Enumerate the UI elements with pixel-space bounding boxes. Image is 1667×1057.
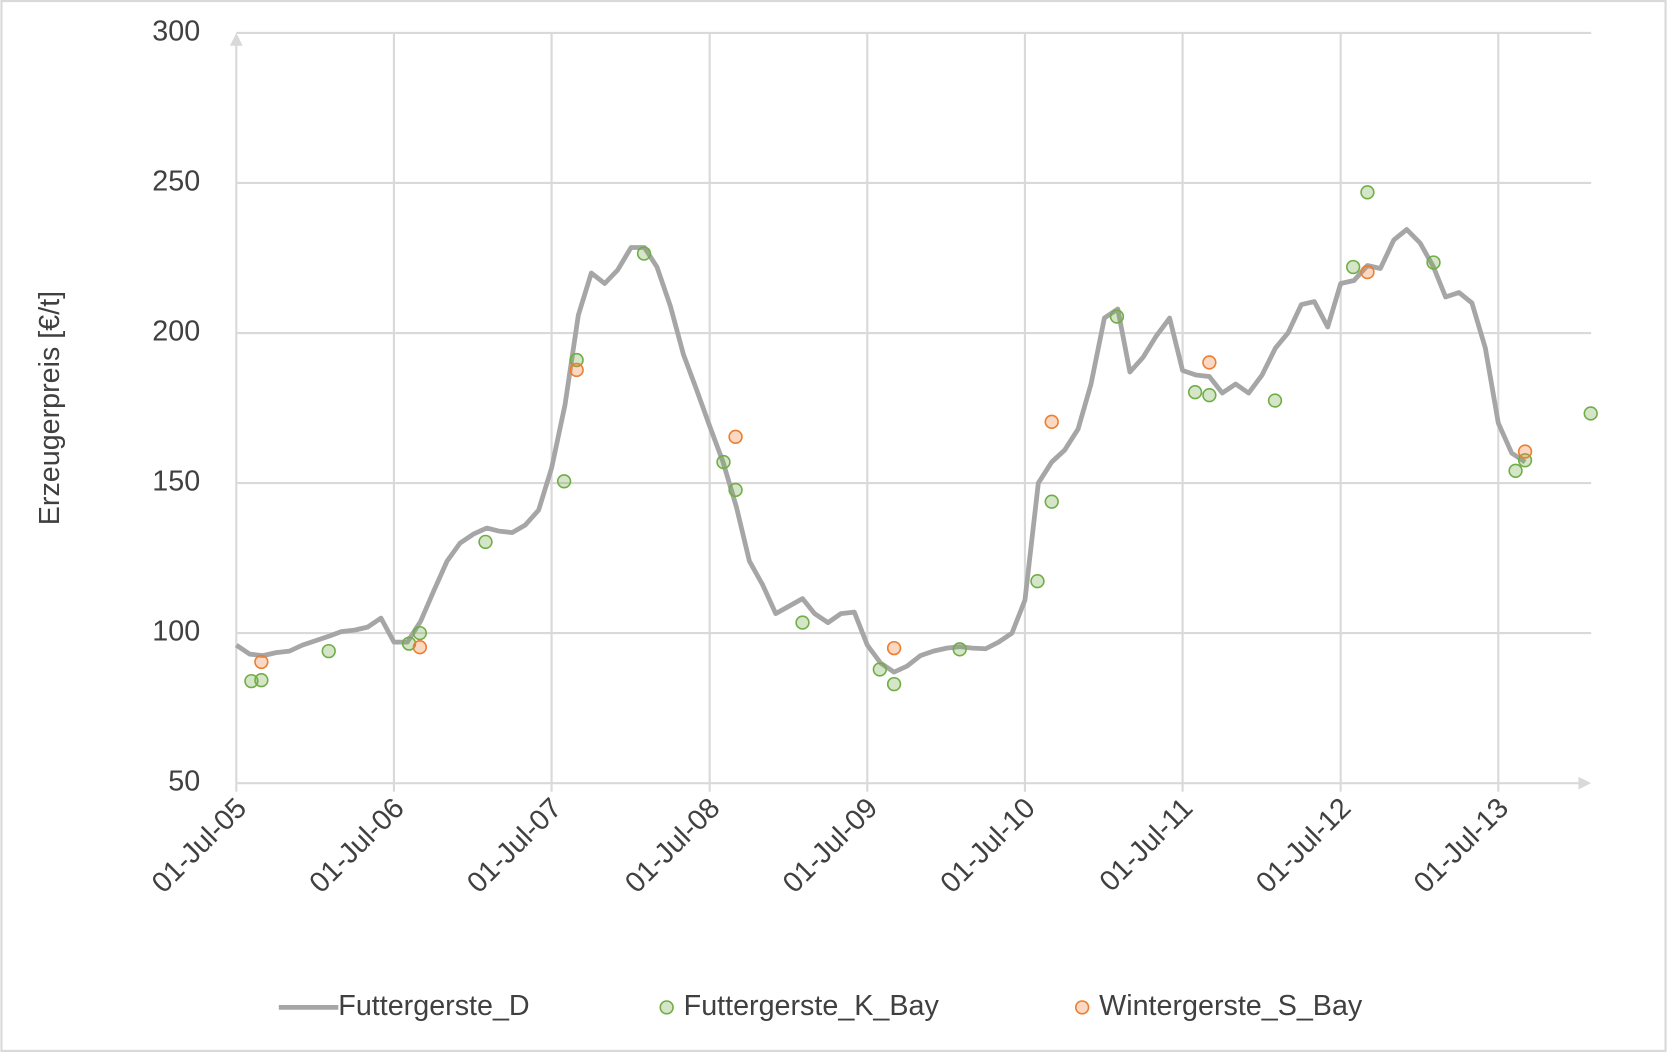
- scatter-point: [1044, 494, 1059, 509]
- legend-label: Wintergerste_S_Bay: [1099, 990, 1363, 1022]
- y-axis-label: Erzeugerpreis [€/t]: [34, 291, 66, 525]
- scatter-point: [886, 640, 902, 656]
- scatter-point: [1202, 355, 1217, 370]
- scatter-point: [478, 534, 493, 550]
- scatter-point: [872, 662, 887, 677]
- legend-swatch: [1074, 1000, 1090, 1015]
- y-tick-label: 150: [152, 466, 200, 498]
- scatter-point: [1346, 259, 1361, 275]
- scatter-point: [1044, 414, 1059, 430]
- scatter-point: [1267, 393, 1283, 408]
- scatter-point: [569, 362, 584, 378]
- legend-label: Futtergerste_D: [338, 990, 529, 1022]
- scatter-point: [1360, 185, 1375, 200]
- scatter-point: [1517, 444, 1533, 459]
- scatter-point: [1426, 255, 1441, 270]
- legend-label: Futtergerste_K_Bay: [684, 990, 940, 1022]
- scatter-point: [1030, 574, 1045, 589]
- y-tick-label: 300: [152, 16, 200, 48]
- scatter-point: [1583, 406, 1598, 421]
- y-tick-label: 50: [168, 766, 200, 798]
- scatter-point: [886, 676, 902, 692]
- scatter-point: [569, 352, 584, 368]
- scatter-point: [1508, 463, 1523, 478]
- scatter-point: [1202, 387, 1217, 403]
- legend-swatch: [659, 1000, 674, 1015]
- scatter-point: [1109, 309, 1125, 324]
- scatter-point: [1360, 264, 1375, 280]
- scatter-point: [728, 482, 743, 498]
- scatter-point: [795, 615, 810, 630]
- y-tick-label: 200: [152, 316, 200, 348]
- y-tick-label: 250: [152, 166, 200, 198]
- scatter-point: [636, 246, 652, 261]
- y-axis-arrow: [229, 32, 243, 46]
- scatter-point: [728, 429, 743, 445]
- scatter-point: [1187, 384, 1203, 400]
- scatter-point: [716, 454, 731, 470]
- scatter-point: [556, 474, 572, 489]
- scatter-point: [321, 643, 336, 659]
- scatter-point: [254, 673, 269, 688]
- scatter-point: [412, 640, 428, 655]
- y-tick-label: 100: [152, 616, 200, 648]
- scatter-point: [952, 642, 967, 657]
- scatter-point: [254, 654, 269, 670]
- x-axis-arrow: [1578, 776, 1592, 790]
- scatter-point: [412, 625, 428, 641]
